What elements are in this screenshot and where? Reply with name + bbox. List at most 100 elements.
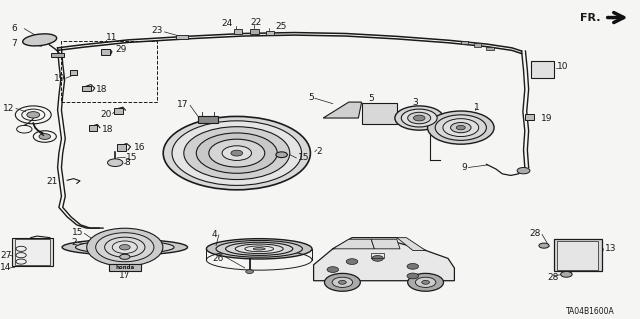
Text: 29: 29 <box>115 45 127 54</box>
Ellipse shape <box>226 242 293 256</box>
Circle shape <box>184 127 290 180</box>
Text: 14: 14 <box>0 263 12 272</box>
Text: 2: 2 <box>71 238 77 247</box>
Text: 10: 10 <box>557 63 568 71</box>
Circle shape <box>561 271 572 277</box>
Circle shape <box>517 167 530 174</box>
Bar <box>12 238 53 266</box>
Bar <box>117 144 126 151</box>
Circle shape <box>407 263 419 269</box>
Text: 17: 17 <box>177 100 189 109</box>
Ellipse shape <box>76 241 174 254</box>
Bar <box>114 108 123 114</box>
Circle shape <box>395 106 444 130</box>
Text: 28: 28 <box>529 229 541 238</box>
Circle shape <box>408 112 431 124</box>
Bar <box>250 29 259 34</box>
Circle shape <box>120 254 130 259</box>
Bar <box>362 103 397 124</box>
Bar <box>198 116 218 123</box>
Circle shape <box>39 134 51 139</box>
Circle shape <box>443 119 479 137</box>
Text: 1: 1 <box>474 103 479 112</box>
Circle shape <box>435 115 486 140</box>
Text: 26: 26 <box>212 254 224 263</box>
Circle shape <box>456 125 465 130</box>
Bar <box>51 53 64 57</box>
Text: 5: 5 <box>308 93 314 102</box>
Bar <box>70 70 77 75</box>
Circle shape <box>372 256 383 261</box>
Text: 15: 15 <box>126 153 138 162</box>
Circle shape <box>96 233 154 262</box>
Circle shape <box>163 116 310 190</box>
Circle shape <box>120 245 130 250</box>
Ellipse shape <box>22 34 57 46</box>
Circle shape <box>422 280 429 284</box>
Circle shape <box>108 159 123 167</box>
Text: 8: 8 <box>125 158 131 167</box>
Circle shape <box>231 150 243 156</box>
Text: 17: 17 <box>119 271 131 280</box>
Text: 7: 7 <box>12 39 17 48</box>
Bar <box>461 41 468 44</box>
Bar <box>176 35 188 39</box>
Circle shape <box>346 259 358 264</box>
Circle shape <box>87 228 163 266</box>
Circle shape <box>428 111 494 144</box>
Text: FR.: FR. <box>580 12 600 23</box>
Circle shape <box>196 133 277 173</box>
Text: 22: 22 <box>250 19 262 27</box>
Circle shape <box>415 277 436 287</box>
Circle shape <box>327 267 339 272</box>
Text: 21: 21 <box>46 177 58 186</box>
Bar <box>557 241 598 270</box>
Text: TA04B1600A: TA04B1600A <box>566 307 614 315</box>
Bar <box>486 47 494 50</box>
Circle shape <box>172 121 301 185</box>
Text: 18: 18 <box>96 85 108 94</box>
Circle shape <box>332 277 353 287</box>
Polygon shape <box>333 239 374 249</box>
Text: honda: honda <box>115 265 134 270</box>
Ellipse shape <box>245 246 274 252</box>
Text: 18: 18 <box>102 125 114 134</box>
Text: 19: 19 <box>541 114 552 122</box>
Circle shape <box>27 112 40 118</box>
Text: 4: 4 <box>212 230 218 239</box>
Ellipse shape <box>236 244 284 254</box>
Text: 11: 11 <box>106 33 117 42</box>
Bar <box>525 114 534 120</box>
Text: 12: 12 <box>3 104 15 113</box>
Text: 9: 9 <box>461 163 467 172</box>
Circle shape <box>451 122 471 133</box>
Bar <box>266 31 274 35</box>
Polygon shape <box>397 238 426 250</box>
Text: 15: 15 <box>72 228 83 237</box>
Text: 2: 2 <box>317 147 323 156</box>
Text: 5: 5 <box>368 94 374 103</box>
Bar <box>554 239 602 271</box>
Circle shape <box>401 109 437 127</box>
Circle shape <box>339 280 346 284</box>
Polygon shape <box>371 239 400 249</box>
Ellipse shape <box>216 241 303 257</box>
Bar <box>15 239 50 265</box>
Bar <box>531 61 554 78</box>
Bar <box>101 48 110 55</box>
Text: 27: 27 <box>0 251 12 260</box>
Circle shape <box>539 243 549 248</box>
Bar <box>83 85 91 91</box>
Circle shape <box>407 273 419 279</box>
Circle shape <box>324 273 360 291</box>
Ellipse shape <box>207 239 312 259</box>
Text: 28: 28 <box>547 273 559 282</box>
Text: 15: 15 <box>298 153 309 162</box>
Circle shape <box>408 273 444 291</box>
Circle shape <box>112 241 138 254</box>
Circle shape <box>105 237 145 257</box>
Text: 16: 16 <box>134 143 146 152</box>
Polygon shape <box>314 242 454 281</box>
Bar <box>474 43 481 47</box>
Circle shape <box>276 152 287 158</box>
